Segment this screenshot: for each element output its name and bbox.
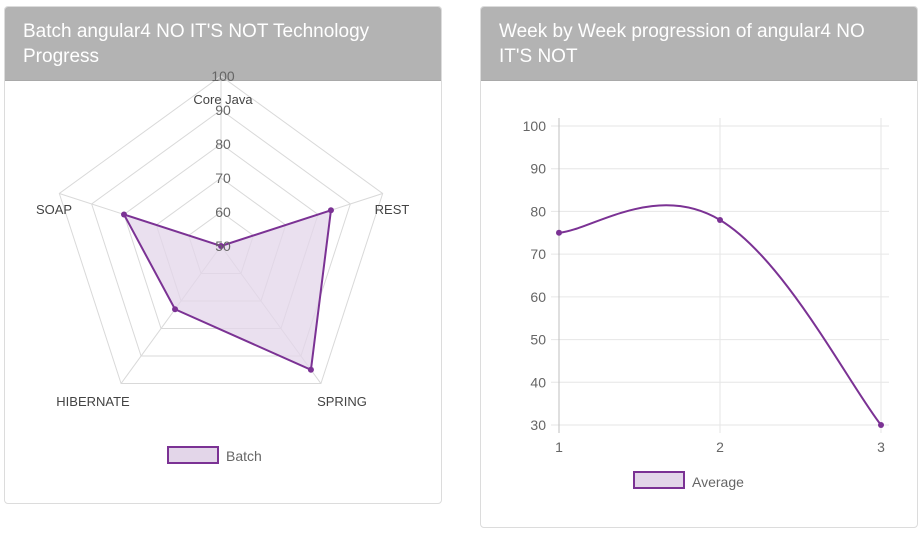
x-tick-label: 2 <box>716 439 724 455</box>
y-tick-label: 50 <box>530 332 546 348</box>
x-tick-label: 3 <box>877 439 885 455</box>
line-series-path <box>558 204 882 426</box>
radar-series-area <box>121 208 333 372</box>
y-tick-label: 90 <box>530 161 546 177</box>
radar-tick-label: 90 <box>215 102 231 118</box>
radar-tick-label: 60 <box>215 204 231 220</box>
radar-grid-ring <box>58 75 384 385</box>
legend-label: Batch <box>226 448 262 464</box>
radar-data-point <box>120 211 127 218</box>
radar-data-point <box>218 243 224 249</box>
legend-swatch <box>167 446 219 464</box>
radar-data-point <box>327 207 334 214</box>
radar-data-point <box>307 366 314 373</box>
radar-grid-ring <box>91 109 351 357</box>
radar-category-label: SOAP <box>36 202 72 217</box>
radar-data-point <box>172 306 179 313</box>
radar-chart: 50 60 70 80 90 100 Core Java REST SPRING HIBERNAT… <box>36 68 409 464</box>
y-tick-label: 60 <box>530 289 546 305</box>
radar-tick-label: 50 <box>215 238 231 254</box>
y-tick-label: 80 <box>530 203 546 219</box>
y-tick-label: 70 <box>530 246 546 262</box>
y-tick-label: 100 <box>523 118 547 134</box>
radar-category-label: Core Java <box>193 92 253 107</box>
radar-category-label: HIBERNATE <box>56 394 130 409</box>
weekly-progression-panel: Week by Week progression of angular4 NO … <box>480 6 918 528</box>
panel-title: Week by Week progression of angular4 NO … <box>481 7 917 81</box>
radar-tick-label: 80 <box>215 136 231 152</box>
radar-category-label: SPRING <box>317 394 367 409</box>
line-data-point <box>556 229 562 236</box>
radar-tick-label: 100 <box>211 68 235 84</box>
radar-category-label: REST <box>375 202 410 217</box>
y-tick-label: 30 <box>530 417 546 433</box>
technology-progress-panel: Batch angular4 NO IT'S NOT Technology Pr… <box>4 6 442 504</box>
legend-label: Average <box>692 474 744 490</box>
panel-title: Batch angular4 NO IT'S NOT Technology Pr… <box>5 7 441 81</box>
line-data-point <box>878 422 884 428</box>
legend-swatch <box>633 471 685 489</box>
radar-tick-label: 70 <box>215 170 231 186</box>
line-chart: 30 40 50 60 70 80 90 100 1 2 3 Average <box>523 118 889 490</box>
line-data-point <box>717 216 723 223</box>
x-tick-label: 1 <box>555 439 563 455</box>
y-tick-label: 40 <box>530 374 546 390</box>
